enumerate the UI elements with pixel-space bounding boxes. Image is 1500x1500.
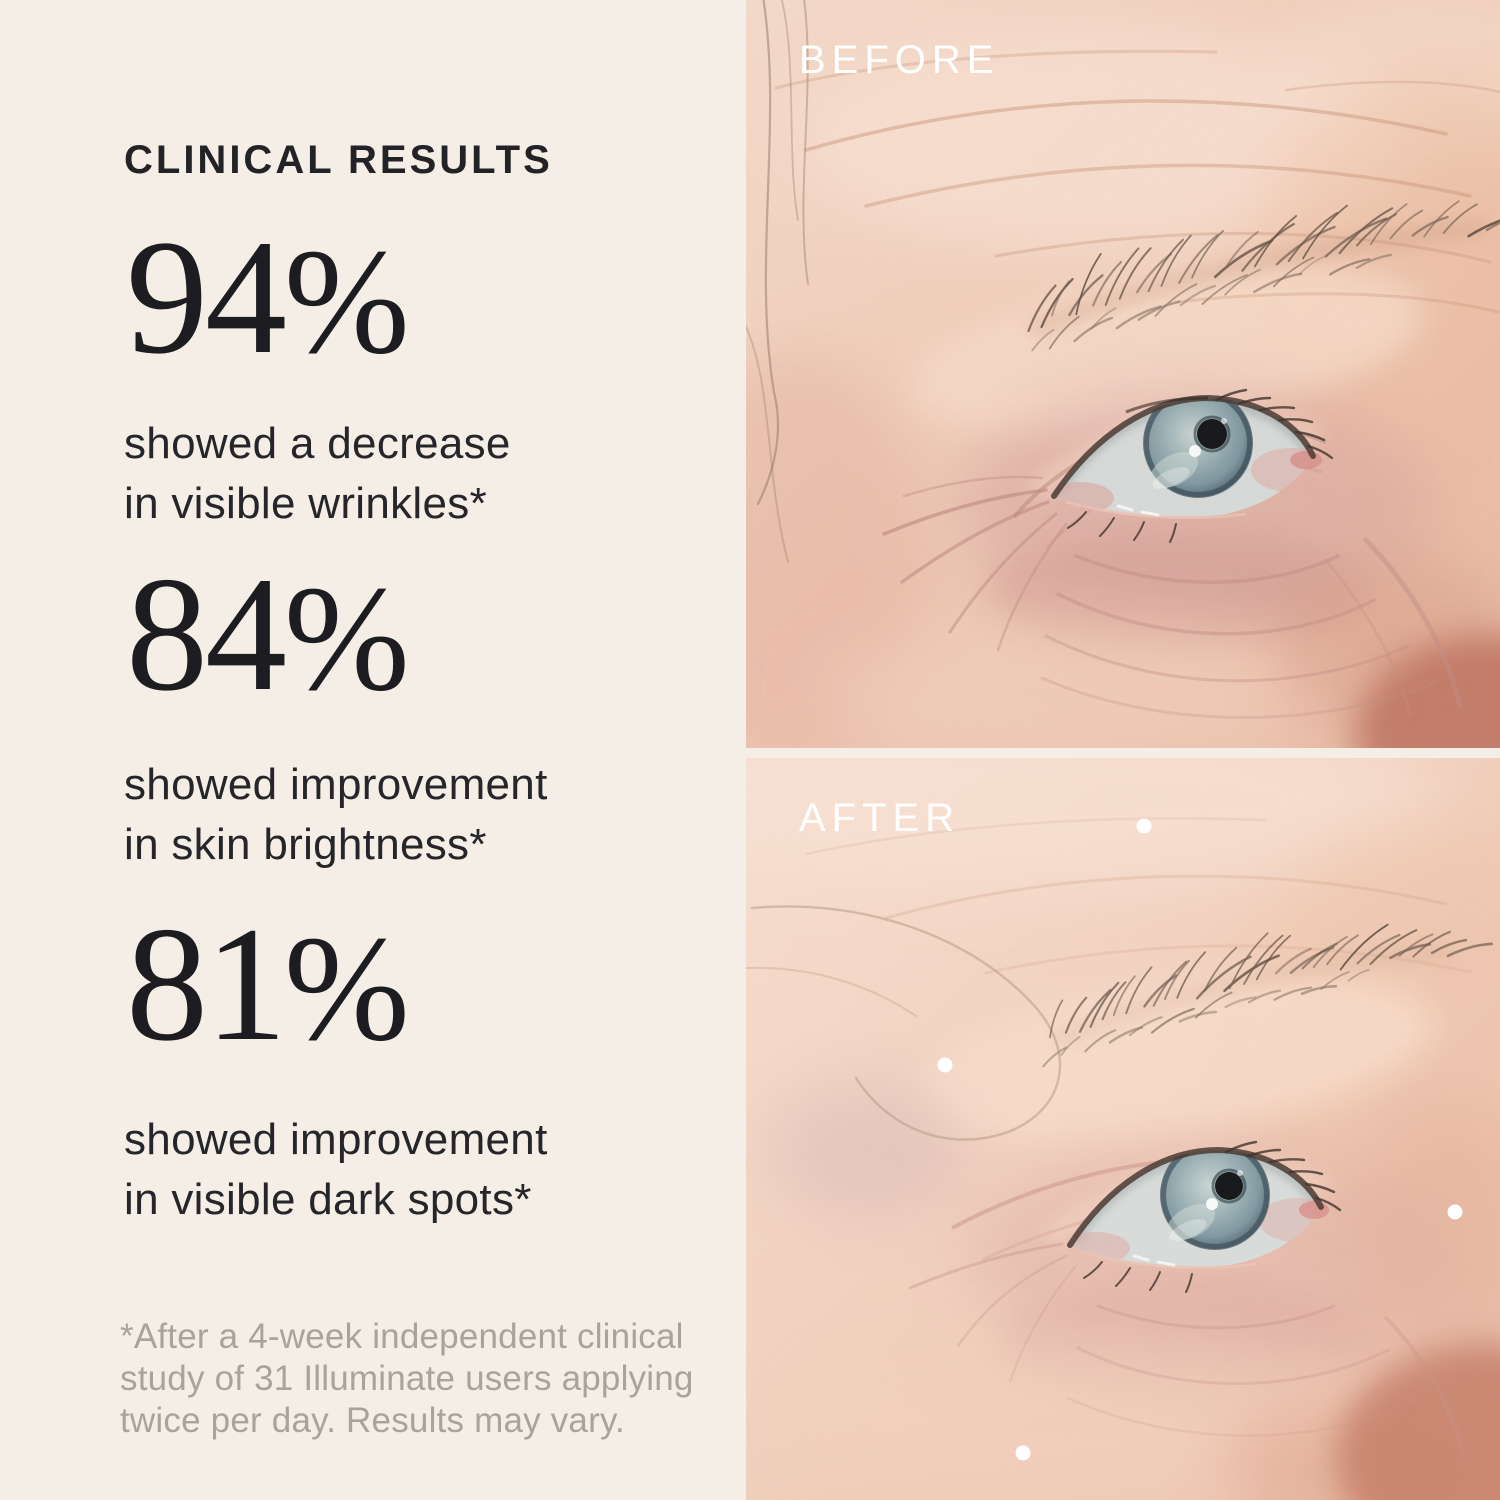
stat-caption-brightness: showed improvement in skin brightness* [124, 755, 548, 875]
caption-line: in visible dark spots* [124, 1175, 532, 1224]
skin-texture [746, 758, 1500, 1500]
page-title: CLINICAL RESULTS [124, 138, 553, 182]
footnote-line: study of 31 Illuminate users applying [120, 1359, 694, 1398]
footnote-line: twice per day. Results may vary. [120, 1401, 625, 1440]
stat-value-brightness: 84% [126, 553, 410, 717]
footnote-line: *After a 4-week independent clinical [120, 1317, 684, 1356]
caption-line: showed improvement [124, 1115, 548, 1164]
caption-line: in visible wrinkles* [124, 479, 488, 528]
percent-sign: % [284, 905, 410, 1072]
stats-panel: CLINICAL RESULTS 94% showed a decrease i… [0, 0, 746, 1500]
marker-dot [1447, 1204, 1463, 1220]
before-photo-art [746, 0, 1500, 748]
skin-texture [746, 0, 1500, 748]
stat-number: 81 [126, 894, 287, 1075]
caption-line: showed improvement [124, 760, 548, 809]
stat-value-wrinkles: 94% [126, 216, 410, 380]
stat-number: 94 [126, 207, 287, 388]
marker-dot [937, 1057, 953, 1073]
stat-caption-dark-spots: showed improvement in visible dark spots… [124, 1110, 548, 1230]
stat-value-dark-spots: 81% [126, 903, 410, 1067]
after-marker-dots [746, 758, 1500, 1500]
after-photo-art [746, 758, 1500, 1500]
marker-dot [1136, 818, 1152, 834]
percent-sign: % [284, 555, 410, 722]
after-photo: AFTER [746, 758, 1500, 1500]
before-label: BEFORE [799, 38, 1000, 82]
caption-line: in skin brightness* [124, 820, 487, 869]
percent-sign: % [284, 218, 410, 385]
footnote: *After a 4-week independent clinical stu… [120, 1316, 694, 1442]
stat-caption-wrinkles: showed a decrease in visible wrinkles* [124, 414, 511, 534]
stat-number: 84 [126, 544, 287, 725]
marker-dot [1015, 1445, 1031, 1461]
before-photo: BEFORE [746, 0, 1500, 748]
after-label: AFTER [799, 796, 961, 840]
caption-line: showed a decrease [124, 419, 511, 468]
